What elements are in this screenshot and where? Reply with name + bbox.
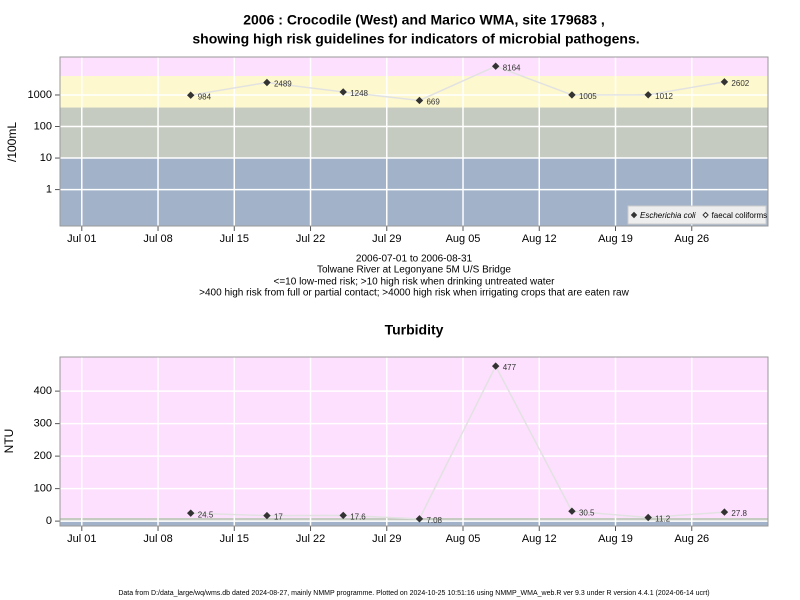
data-label: 2602 — [731, 79, 749, 88]
data-point — [491, 362, 500, 370]
legend-label: faecal coliforms — [712, 211, 768, 220]
data-label: 8164 — [503, 63, 521, 72]
y-tick-label: 1000 — [28, 89, 52, 101]
legend-marker — [630, 211, 638, 219]
x-tick-label: Aug 05 — [446, 533, 481, 545]
band — [60, 517, 768, 521]
y-tick-label: 0 — [46, 515, 52, 527]
x-tick-label: Aug 19 — [598, 233, 633, 245]
data-point — [263, 511, 271, 520]
legend-marker — [702, 211, 709, 219]
data-label: 669 — [426, 98, 440, 107]
band — [60, 75, 768, 108]
data-label: 1012 — [655, 92, 673, 101]
y-tick-label: 400 — [34, 385, 52, 397]
x-tick-label: Jul 08 — [143, 533, 172, 545]
footer: Data from D:/data_large/wq/wms.db dated … — [118, 590, 709, 597]
data-point — [415, 96, 424, 105]
x-tick-label: Jul 15 — [220, 533, 249, 545]
data-point — [187, 91, 195, 99]
note: 2006-07-01 to 2006-08-31 — [356, 254, 473, 265]
x-tick-label: Jul 15 — [220, 233, 249, 245]
data-point — [187, 509, 195, 517]
data-label: 7.08 — [426, 516, 442, 525]
data-point — [644, 91, 652, 99]
data-label: 1248 — [350, 89, 368, 98]
band — [60, 57, 768, 76]
y-tick-label: 10 — [40, 152, 52, 164]
y-tick-label: 300 — [34, 418, 52, 430]
x-tick-label: Jul 01 — [67, 233, 96, 245]
x-tick-label: Aug 12 — [522, 233, 557, 245]
x-tick-label: Aug 26 — [674, 233, 709, 245]
plot-frame — [59, 56, 769, 227]
x-tick-label: Aug 19 — [598, 533, 633, 545]
data-label: 24.5 — [198, 510, 214, 519]
band — [60, 107, 768, 159]
note: Tolwane River at Legonyane 5M U/S Bridge — [317, 265, 511, 276]
data-label: 30.5 — [579, 508, 595, 517]
series-line — [190, 364, 725, 520]
data-point — [720, 508, 729, 516]
chart-title: 2006 : Crocodile (West) and Marico WMA, … — [243, 12, 605, 28]
data-point — [491, 62, 500, 70]
x-tick-label: Jul 01 — [67, 533, 96, 545]
data-point — [339, 88, 347, 96]
band — [60, 520, 768, 526]
plot-area — [60, 57, 768, 226]
data-label: 17 — [274, 513, 283, 522]
x-tick-label: Aug 26 — [674, 533, 709, 545]
data-point — [415, 515, 424, 523]
data-point — [568, 91, 576, 99]
data-point — [644, 513, 652, 522]
data-point — [720, 78, 729, 86]
x-tick-label: Jul 08 — [143, 233, 172, 245]
legend-label: Escherichia coli — [640, 211, 696, 220]
data-point — [263, 78, 271, 87]
data-point — [339, 511, 347, 520]
data-label: 27.8 — [731, 509, 747, 518]
y-axis-label: NTU — [2, 429, 16, 454]
x-tick-label: Jul 22 — [296, 233, 325, 245]
plot-area — [60, 357, 768, 526]
data-point — [568, 507, 576, 515]
data-label: 11.2 — [655, 515, 671, 524]
y-axis-label: /100mL — [5, 122, 19, 162]
y-tick-label: 100 — [34, 483, 52, 495]
legend-box — [627, 205, 767, 225]
y-tick-label: 1 — [46, 183, 52, 195]
plot-frame — [59, 356, 769, 527]
x-tick-label: Jul 29 — [372, 533, 401, 545]
data-label: 17.6 — [350, 513, 366, 522]
note: <=10 low-med risk; >10 high risk when dr… — [274, 277, 556, 288]
data-label: 984 — [198, 92, 212, 101]
band — [60, 357, 768, 518]
x-tick-label: Aug 05 — [446, 233, 481, 245]
x-tick-label: Jul 29 — [372, 233, 401, 245]
data-label: 2489 — [274, 80, 292, 89]
chart-title: Turbidity — [385, 322, 444, 338]
series-line — [190, 65, 725, 102]
note: >400 high risk from full or partial cont… — [199, 288, 629, 299]
data-label: 477 — [503, 363, 517, 372]
y-tick-label: 200 — [34, 450, 52, 462]
x-tick-label: Jul 22 — [296, 533, 325, 545]
x-tick-label: Aug 12 — [522, 533, 557, 545]
data-label: 1005 — [579, 92, 597, 101]
chart-title: showing high risk guidelines for indicat… — [192, 31, 639, 47]
y-tick-label: 100 — [34, 120, 52, 132]
